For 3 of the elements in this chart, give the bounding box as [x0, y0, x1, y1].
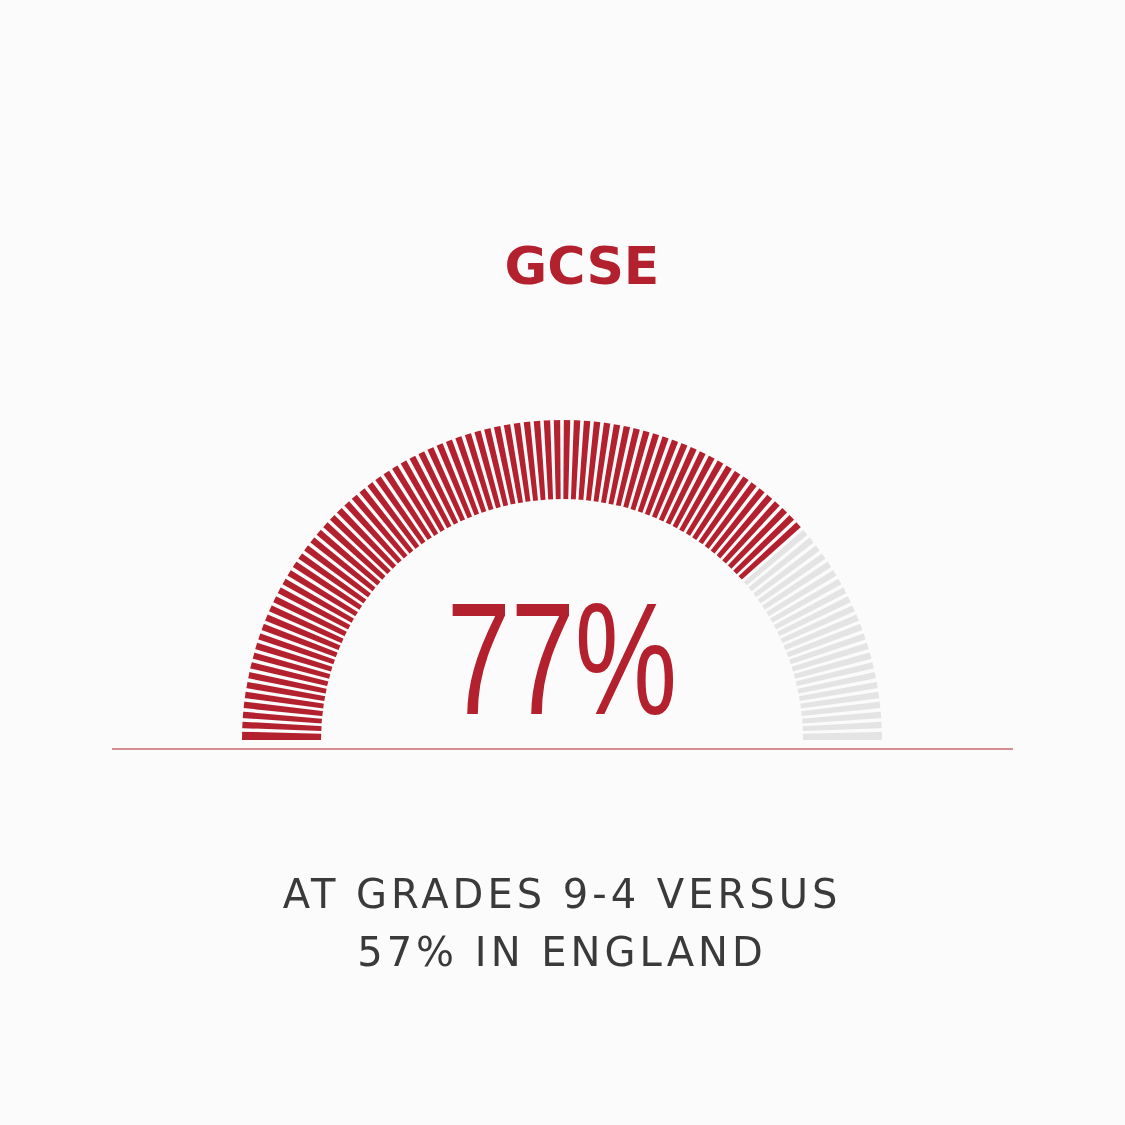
data-label: 77% — [446, 569, 678, 749]
chart-title: GCSE — [504, 236, 660, 296]
text: AT GRADES 9-4 VERSUS 57% IN ENGLAND — [282, 871, 842, 975]
